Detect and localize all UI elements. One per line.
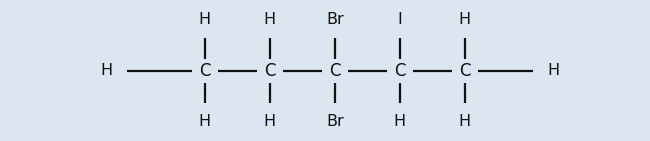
Text: H: H bbox=[199, 114, 211, 129]
Text: H: H bbox=[459, 12, 471, 27]
Text: C: C bbox=[459, 61, 471, 80]
Text: Br: Br bbox=[326, 12, 344, 27]
Text: H: H bbox=[264, 12, 276, 27]
Text: C: C bbox=[394, 61, 406, 80]
Text: C: C bbox=[199, 61, 211, 80]
Text: C: C bbox=[264, 61, 276, 80]
Text: Br: Br bbox=[326, 114, 344, 129]
Text: H: H bbox=[199, 12, 211, 27]
Text: H: H bbox=[264, 114, 276, 129]
Text: H: H bbox=[548, 63, 560, 78]
Text: H: H bbox=[459, 114, 471, 129]
Text: H: H bbox=[100, 63, 112, 78]
Text: I: I bbox=[397, 12, 402, 27]
Text: C: C bbox=[329, 61, 341, 80]
Text: H: H bbox=[394, 114, 406, 129]
